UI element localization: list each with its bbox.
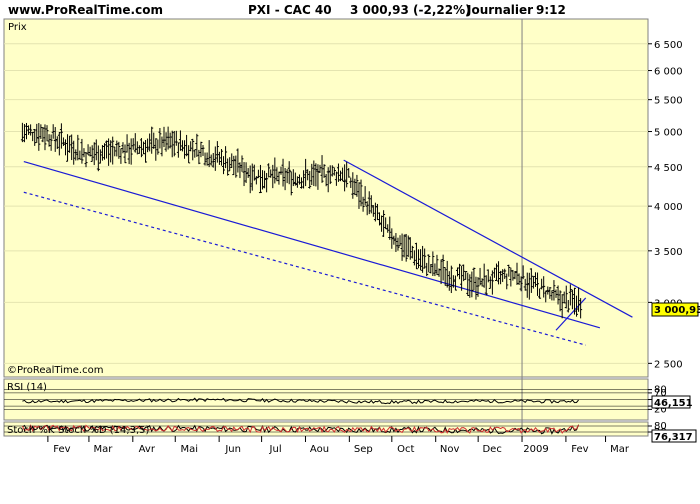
- instrument-name: PXI - CAC 40: [248, 3, 332, 17]
- stoch-last-badge: [651, 429, 697, 443]
- price-tick-label: 6 000: [654, 67, 683, 78]
- time-label: 9:12: [536, 3, 566, 17]
- month-label: Sep: [354, 444, 373, 455]
- month-label: Mar: [93, 444, 113, 455]
- stoch-series-line: [21, 424, 580, 434]
- month-label: Fev: [571, 444, 588, 455]
- rsi-panel-label: RSI (14): [7, 382, 47, 393]
- rsi-last-badge: [651, 395, 691, 409]
- rsi-last-value: 46,151: [654, 398, 693, 409]
- price-tick-label: 3 500: [654, 247, 683, 258]
- grid-lines: [4, 19, 648, 436]
- month-label: Jul: [269, 444, 282, 455]
- stoch-d-label: Stoch %D (14,3,5): [58, 425, 149, 436]
- stoch-last-value: 76,317: [654, 432, 693, 443]
- month-label: Avr: [139, 444, 156, 455]
- month-axis: Fev Mar Avr Mai Jun Jul Aou Sep Oct Nov Dec 2009 Fev…: [47, 436, 630, 455]
- rsi-tick-label: 70: [654, 388, 667, 399]
- price-panel: [3, 18, 649, 378]
- price-tick-label: 6 500: [654, 40, 683, 51]
- price-tick-label: 4 000: [654, 202, 683, 213]
- last-price-badge: [651, 302, 699, 317]
- month-label: Fev: [53, 444, 70, 455]
- last-quote: 3 000,93 (-2,22%): [350, 3, 471, 17]
- rsi-tick-label: 20: [654, 404, 667, 415]
- last-price-value: 3 000,93: [654, 305, 700, 316]
- month-label: Mai: [180, 444, 198, 455]
- month-label: Nov: [440, 444, 460, 455]
- site-name: www.ProRealTime.com: [8, 3, 163, 17]
- rsi-series-line: [22, 397, 579, 405]
- price-tick-label: 5 500: [654, 96, 683, 107]
- stoch-k-label: Stoch %K: [7, 425, 55, 436]
- rsi-tick-label: 80: [654, 385, 667, 396]
- stoch-plot: 8020: [4, 421, 667, 438]
- stoch-tick-label: 80: [654, 421, 667, 432]
- price-tick-label: 2 500: [654, 359, 683, 370]
- period-label: Journalier: [466, 3, 533, 17]
- watermark: ©ProRealTime.com: [7, 365, 103, 376]
- trendline: [343, 159, 633, 318]
- month-label: Jun: [224, 444, 241, 455]
- month-label: Mar: [610, 444, 630, 455]
- price-panel-label: Prix: [8, 22, 27, 33]
- price-bars: [20, 122, 583, 319]
- month-label: Oct: [397, 444, 414, 455]
- price-tick-label: 5 000: [654, 128, 683, 139]
- month-label: 2009: [523, 444, 548, 455]
- trendline: [23, 161, 601, 329]
- price-tick-label: 4 500: [654, 163, 683, 174]
- month-label: Aou: [310, 444, 329, 455]
- month-label: Dec: [482, 444, 501, 455]
- trendline: [23, 191, 586, 346]
